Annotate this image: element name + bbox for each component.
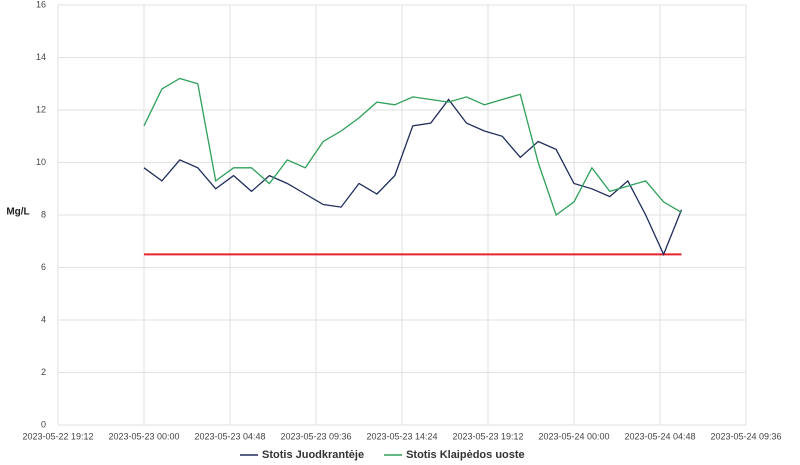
series-line — [143, 98, 683, 257]
x-tick-label: 2023-05-24 04:48 — [624, 431, 695, 441]
y-tick-label: 10 — [36, 157, 46, 167]
x-tick-label: 2023-05-23 14:24 — [366, 431, 437, 441]
x-tick-label: 2023-05-23 19:12 — [452, 431, 523, 441]
y-axis-label: Mg/L — [6, 207, 29, 218]
x-tick-label: 2023-05-23 09:36 — [280, 431, 351, 441]
y-tick-label: 16 — [36, 0, 46, 9]
x-tick-label: 2023-05-23 00:00 — [108, 431, 179, 441]
y-tick-label: 0 — [41, 419, 46, 429]
legend-label: Stotis Juodkrantėje — [262, 449, 364, 461]
series-line — [143, 77, 682, 217]
y-tick-label: 14 — [36, 52, 46, 62]
x-tick-label: 2023-05-22 19:12 — [22, 431, 93, 441]
y-tick-label: 6 — [41, 262, 46, 272]
legend-label: Stotis Klaipėdos uoste — [406, 449, 525, 461]
x-tick-label: 2023-05-23 04:48 — [194, 431, 265, 441]
y-tick-label: 4 — [41, 314, 46, 324]
y-tick-label: 8 — [41, 209, 46, 219]
y-tick-label: 2 — [41, 367, 46, 377]
x-tick-label: 2023-05-24 09:36 — [710, 431, 781, 441]
x-tick-label: 2023-05-24 00:00 — [538, 431, 609, 441]
y-tick-label: 12 — [36, 104, 46, 114]
